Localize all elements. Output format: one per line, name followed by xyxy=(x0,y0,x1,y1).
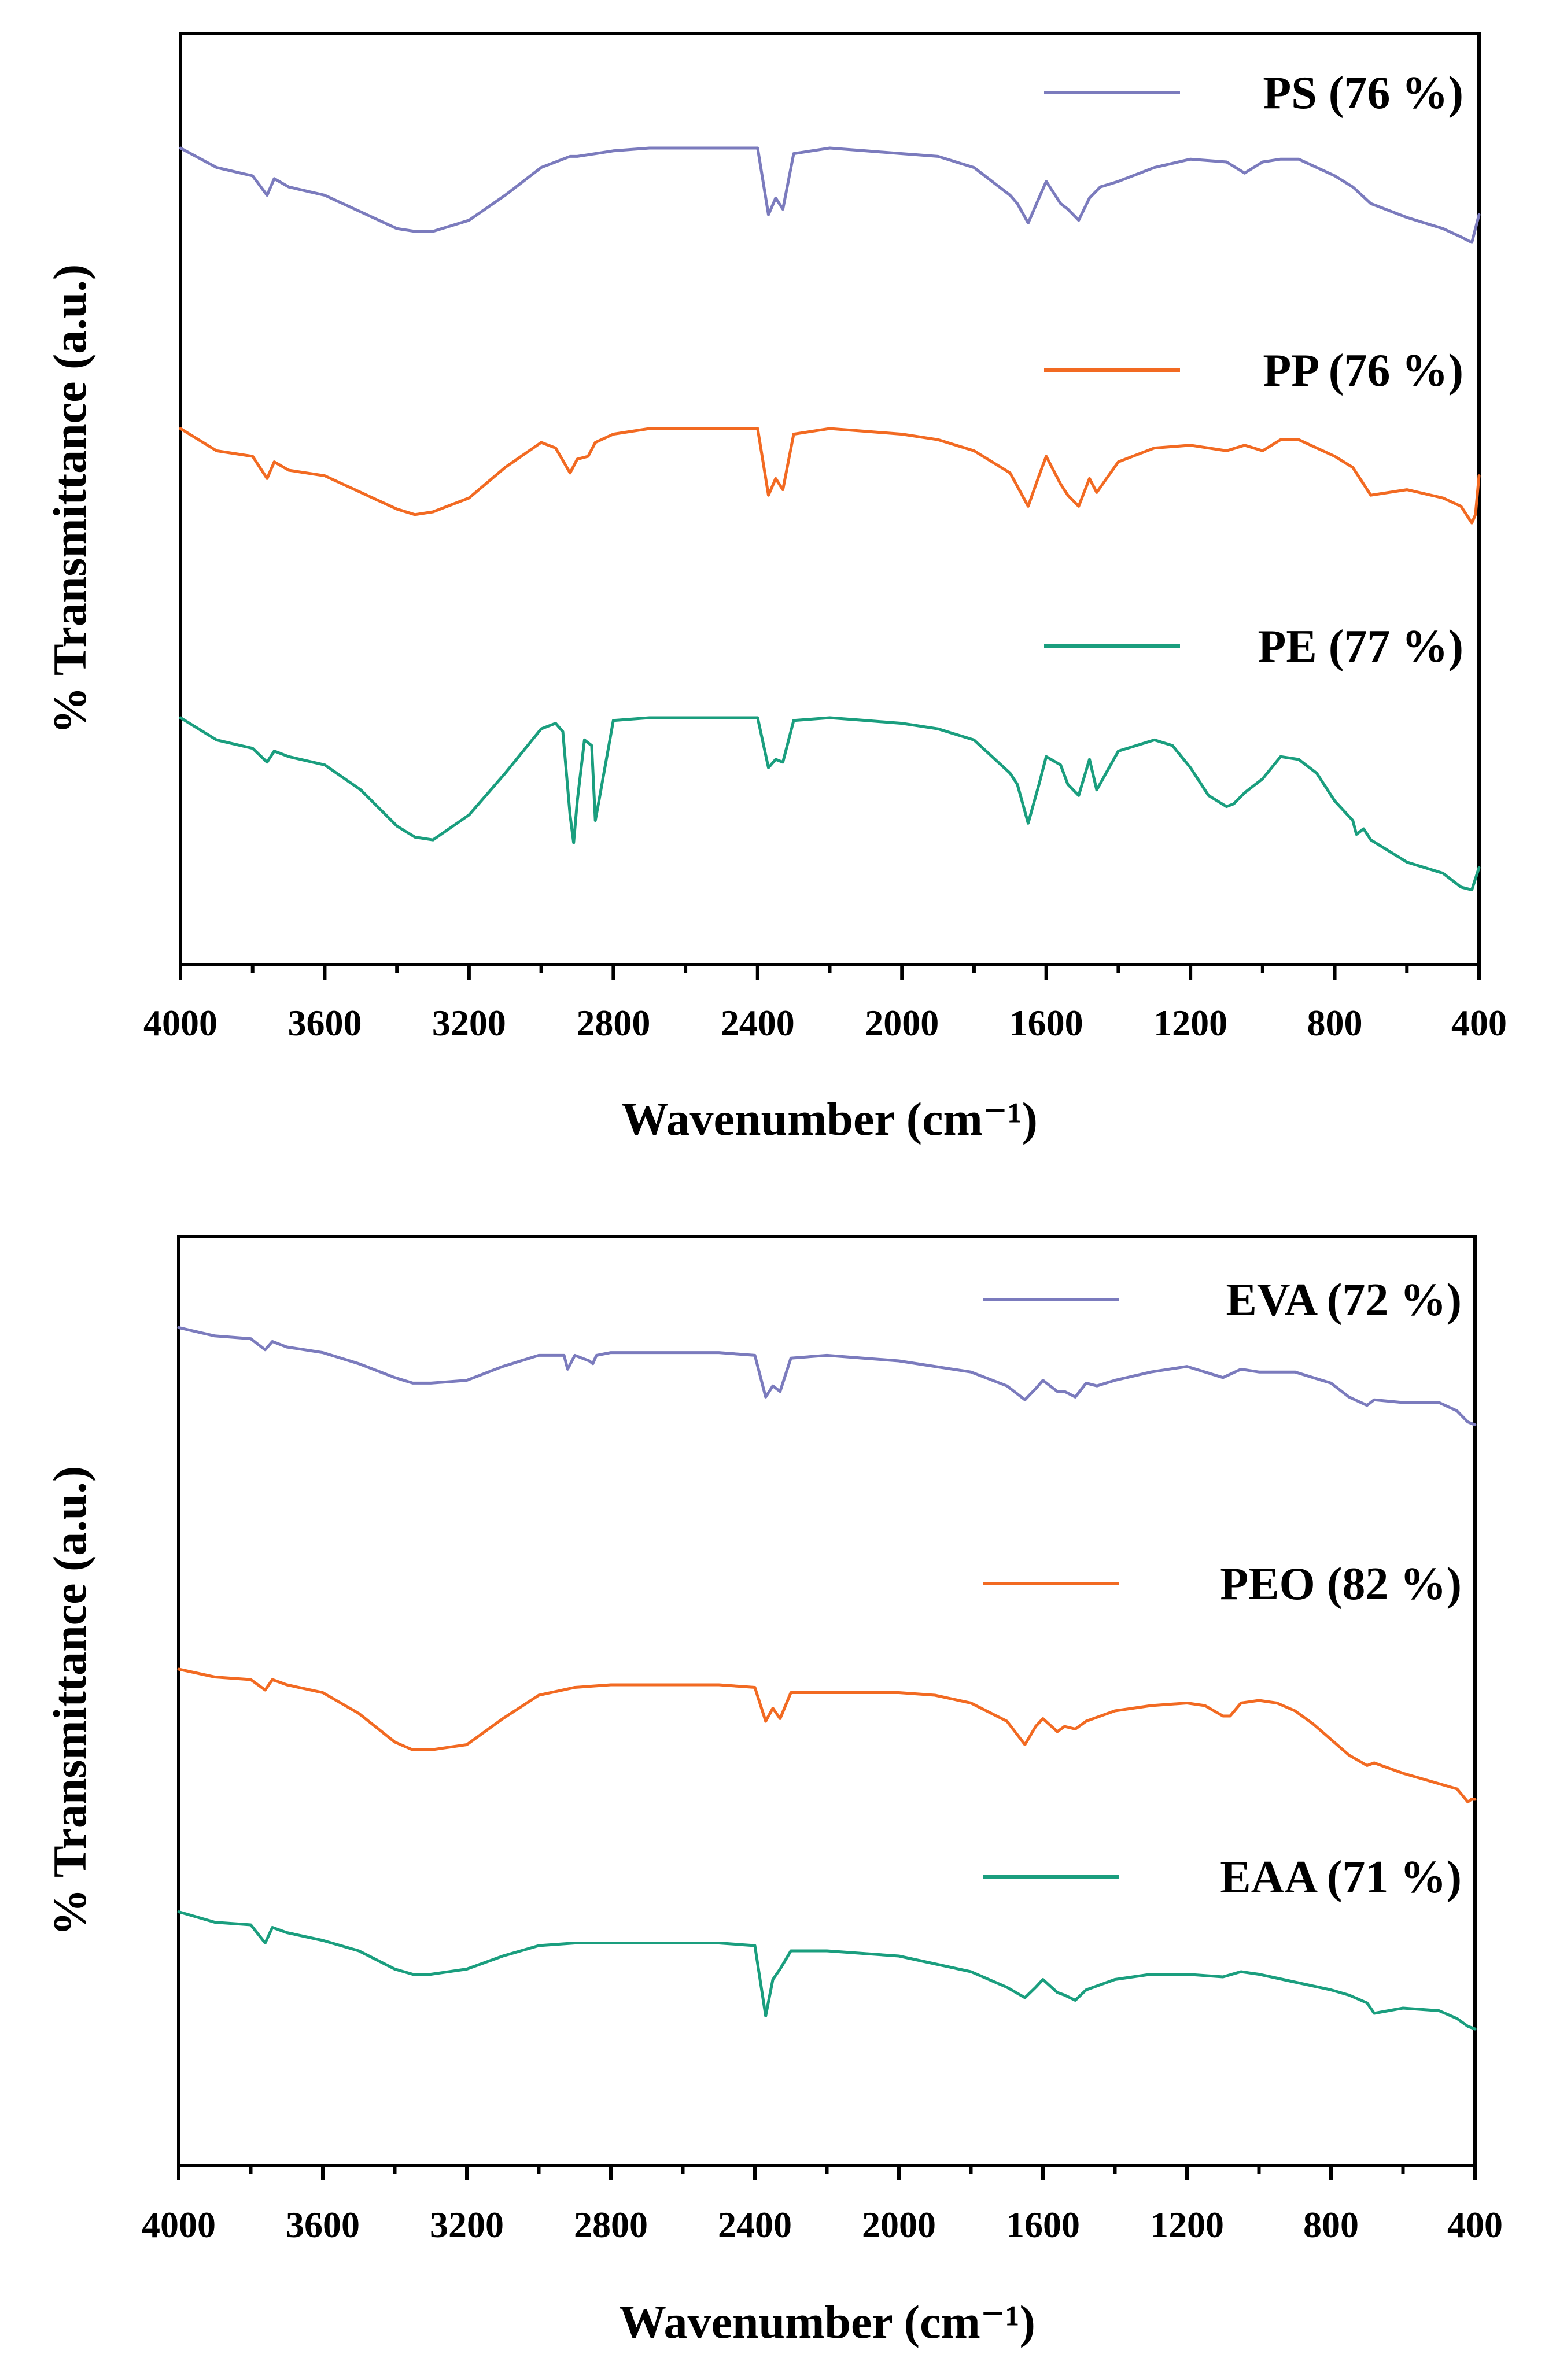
legend: PS (76 %) PP (76 %) PE (77 %) xyxy=(1044,68,1463,672)
x-tick-label: 2800 xyxy=(576,1002,650,1043)
legend-label: PS (76 %) xyxy=(1263,68,1463,119)
x-tick-label: 400 xyxy=(1447,2204,1503,2245)
x-tick-label: 400 xyxy=(1451,1002,1507,1043)
y-axis-title: % Transmittance (a.u.) xyxy=(43,264,96,734)
x-axis-ticks xyxy=(179,965,1481,980)
series-line-pp xyxy=(179,427,1481,525)
legend-label: EVA (72 %) xyxy=(1226,1275,1462,1326)
x-tick-label: 1200 xyxy=(1150,2204,1224,2245)
series-group xyxy=(179,146,1481,892)
x-tick-label: 800 xyxy=(1303,2204,1359,2245)
x-tick-label: 3600 xyxy=(287,1002,362,1043)
x-tick-label: 2400 xyxy=(721,1002,795,1043)
series-line-pe xyxy=(179,716,1481,892)
x-tick-label: 2000 xyxy=(865,1002,939,1043)
chart-panel-top: 4000 3600 3200 2800 2400 2000 1600 1200 800 400 P… xyxy=(43,32,1507,1145)
x-tick-label: 1600 xyxy=(1009,1002,1083,1043)
series-line-peo xyxy=(177,1667,1477,1803)
legend-label: EAA (71 %) xyxy=(1220,1852,1462,1903)
series-line-ps xyxy=(179,146,1481,244)
x-axis-tick-labels: 4000 3600 3200 2800 2400 2000 1600 1200 800 400 xyxy=(143,1002,1507,1043)
legend-label: PE (77 %) xyxy=(1258,621,1463,672)
legend-label: PP (76 %) xyxy=(1263,345,1463,396)
x-tick-label: 1200 xyxy=(1153,1002,1227,1043)
x-tick-label: 4000 xyxy=(143,1002,217,1043)
x-axis-title: Wavenumber (cm⁻¹) xyxy=(619,2296,1035,2348)
x-tick-label: 2000 xyxy=(862,2204,936,2245)
chart-panel-bottom: 4000 3600 3200 2800 2400 2000 1600 1200 800 400 E… xyxy=(43,1235,1503,2348)
legend: EVA (72 %) PEO (82 %) EAA (71 %) xyxy=(983,1275,1462,1903)
x-tick-label: 2400 xyxy=(718,2204,792,2245)
series-group xyxy=(177,1326,1477,2031)
x-axis-ticks xyxy=(177,2165,1477,2180)
x-tick-label: 2800 xyxy=(574,2204,648,2245)
x-tick-label: 3200 xyxy=(432,1002,506,1043)
y-axis-title: % Transmittance (a.u.) xyxy=(43,1466,96,1936)
x-axis-tick-labels: 4000 3600 3200 2800 2400 2000 1600 1200 800 400 xyxy=(142,2204,1503,2245)
series-line-eaa xyxy=(177,1910,1477,2031)
x-tick-label: 3600 xyxy=(286,2204,360,2245)
x-tick-label: 3200 xyxy=(430,2204,504,2245)
x-axis-title: Wavenumber (cm⁻¹) xyxy=(621,1093,1038,1145)
legend-label: PEO (82 %) xyxy=(1220,1559,1462,1610)
series-line-eva xyxy=(177,1326,1477,1426)
x-tick-label: 1600 xyxy=(1006,2204,1080,2245)
x-tick-label: 4000 xyxy=(142,2204,216,2245)
x-tick-label: 800 xyxy=(1307,1002,1363,1043)
